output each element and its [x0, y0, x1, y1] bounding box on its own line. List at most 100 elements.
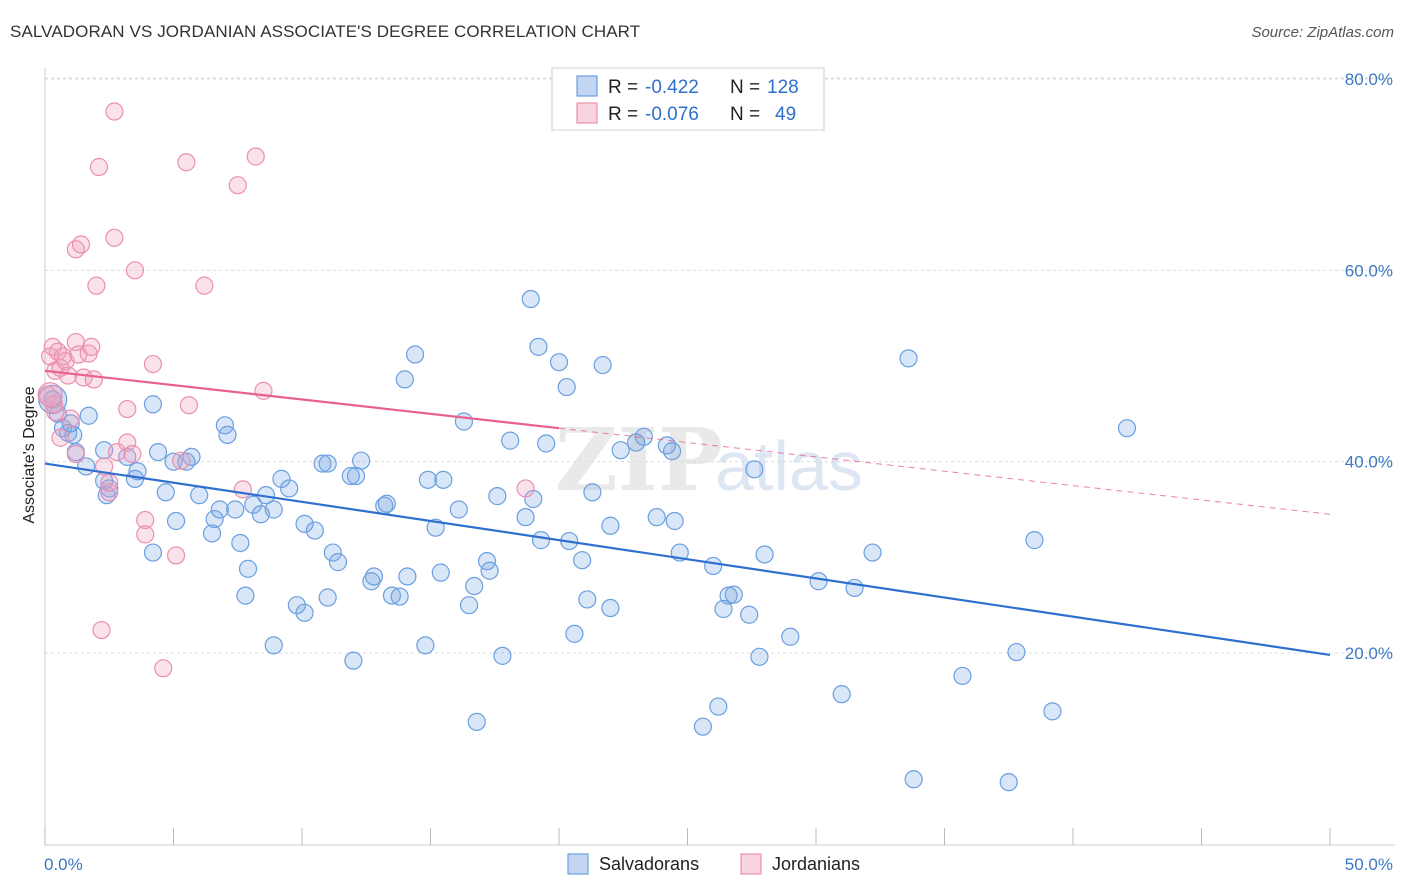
jordanian-point-35 — [179, 396, 199, 415]
x-tick-label-0: 0.0% — [44, 855, 83, 874]
salvadoran-point-109 — [745, 460, 764, 479]
salvadoran-point-66 — [434, 470, 453, 489]
salvadoran-point-58 — [382, 586, 402, 605]
watermark-zip: ZIP — [555, 410, 723, 511]
salvadoran-point-33 — [236, 586, 255, 605]
salvadoran-point-60 — [395, 370, 414, 389]
legend-r-value-1: -0.422 — [645, 77, 699, 98]
jordanian-point-27 — [123, 444, 142, 464]
salvadoran-point-113 — [809, 572, 828, 591]
salvadoran-point-85 — [557, 377, 576, 397]
jordanian-point-34 — [172, 451, 191, 470]
salvadoran-point-19 — [156, 483, 175, 502]
jordanian-point-33 — [166, 546, 186, 565]
jordanian-point-45 — [46, 402, 65, 422]
jordanian-points — [37, 102, 535, 678]
jordanian-point-16 — [84, 370, 103, 389]
salvadoran-point-64 — [418, 470, 438, 489]
salvadoran-point-110 — [755, 545, 774, 564]
salvadoran-point-75 — [488, 487, 507, 506]
jordanian-point-32 — [154, 659, 173, 678]
salvadoran-point-83 — [537, 434, 556, 453]
jordanian-point-48 — [516, 479, 535, 498]
salvadoran-point-68 — [449, 500, 468, 519]
bottom-legend-salvadorans: Salvadorans — [599, 854, 699, 874]
salvadoran-point-69 — [454, 412, 474, 431]
salvadoran-point-53 — [362, 572, 381, 591]
salvadoran-point-121 — [1007, 642, 1026, 662]
y-tick-label-40: 40.0% — [1345, 453, 1393, 472]
salvadoran-point-30 — [226, 500, 245, 519]
legend-r-value-2: -0.076 — [645, 104, 699, 125]
jordanian-point-28 — [125, 261, 145, 280]
salvadoran-point-89 — [578, 590, 597, 609]
salvadoran-point-46 — [318, 454, 337, 473]
salvadoran-point-108 — [740, 605, 759, 624]
salvadoran-point-117 — [904, 770, 923, 789]
jordanian-point-31 — [143, 354, 163, 374]
legend-top: R = -0.422 N = 128 R = -0.076 N = 49 — [551, 67, 825, 131]
salvadoran-point-104 — [709, 697, 728, 716]
salvadoran-point-39 — [280, 479, 299, 498]
legend-n-label-2: N = — [730, 104, 760, 125]
salvadoran-point-74 — [467, 712, 486, 731]
legend-swatch-salvadoran — [576, 75, 598, 97]
jordanian-point-39 — [233, 480, 252, 499]
salvadoran-point-120 — [999, 773, 1018, 792]
jordanian-point-19 — [71, 235, 91, 254]
salvadoran-point-97 — [647, 508, 666, 527]
salvadoran-point-16 — [143, 395, 163, 414]
salvadoran-point-31 — [231, 533, 250, 553]
salvadoran-point-41 — [264, 636, 283, 655]
salvadoran-point-80 — [521, 289, 540, 309]
jordanian-point-3 — [44, 395, 64, 414]
salvadoran-point-34 — [244, 495, 263, 514]
bottom-swatch-jordanian — [740, 853, 762, 875]
salvadoran-point-112 — [781, 627, 800, 646]
legend-n-value-2: 49 — [775, 104, 796, 125]
salvadoran-point-92 — [601, 598, 620, 618]
salvadoran-point-73 — [480, 561, 499, 580]
chart-title: SALVADORAN VS JORDANIAN ASSOCIATE'S DEGR… — [10, 22, 641, 41]
salvadoran-point-111 — [750, 647, 769, 666]
jordanian-point-23 — [100, 473, 119, 492]
bottom-legend-jordanians: Jordanians — [772, 854, 860, 874]
jordanian-cluster — [37, 382, 63, 408]
jordanian-point-30 — [136, 525, 155, 544]
salvadoran-point-7 — [79, 406, 98, 425]
salvadoran-point-96 — [634, 427, 653, 446]
jordanian-point-42 — [89, 157, 109, 177]
salvadoran-point-32 — [238, 559, 258, 578]
jordanian-point-37 — [195, 276, 214, 295]
salvadoran-point-51 — [346, 466, 366, 486]
jordanian-point-7 — [53, 347, 73, 366]
salvadoran-point-21 — [166, 511, 186, 531]
salvadoran-point-29 — [218, 425, 237, 444]
salvadoran-point-24 — [190, 486, 209, 505]
bottom-swatch-salvadoran — [567, 853, 589, 875]
salvadoran-point-57 — [377, 494, 396, 513]
salvadoran-point-105 — [714, 599, 733, 619]
salvadoran-point-115 — [845, 578, 864, 598]
jordanian-point-0 — [38, 385, 57, 404]
salvadoran-point-18 — [164, 452, 183, 471]
salvadoran-trend-line — [44, 462, 1331, 657]
jordanian-point-38 — [228, 176, 247, 195]
legend-bottom: Salvadorans Jordanians — [567, 853, 860, 875]
salvadoran-point-99 — [662, 442, 682, 461]
salvadoran-point-81 — [529, 337, 548, 356]
salvadoran-point-37 — [264, 500, 283, 519]
jordanian-point-46 — [66, 444, 85, 464]
jordanian-point-40 — [246, 147, 265, 166]
salvadoran-point-91 — [593, 355, 612, 375]
axes: 20.0% 40.0% 60.0% 80.0% 0.0% 50.0% — [44, 68, 1395, 874]
salvadoran-point-118 — [899, 349, 918, 368]
jordanian-point-44 — [118, 399, 137, 419]
salvadoran-point-55 — [344, 651, 363, 670]
jordanian-point-10 — [61, 409, 80, 428]
salvadoran-point-44 — [305, 521, 324, 540]
salvadoran-point-54 — [364, 567, 384, 586]
salvadoran-point-84 — [549, 353, 569, 372]
salvadoran-point-100 — [665, 511, 684, 531]
jordanian-point-47 — [51, 428, 70, 447]
